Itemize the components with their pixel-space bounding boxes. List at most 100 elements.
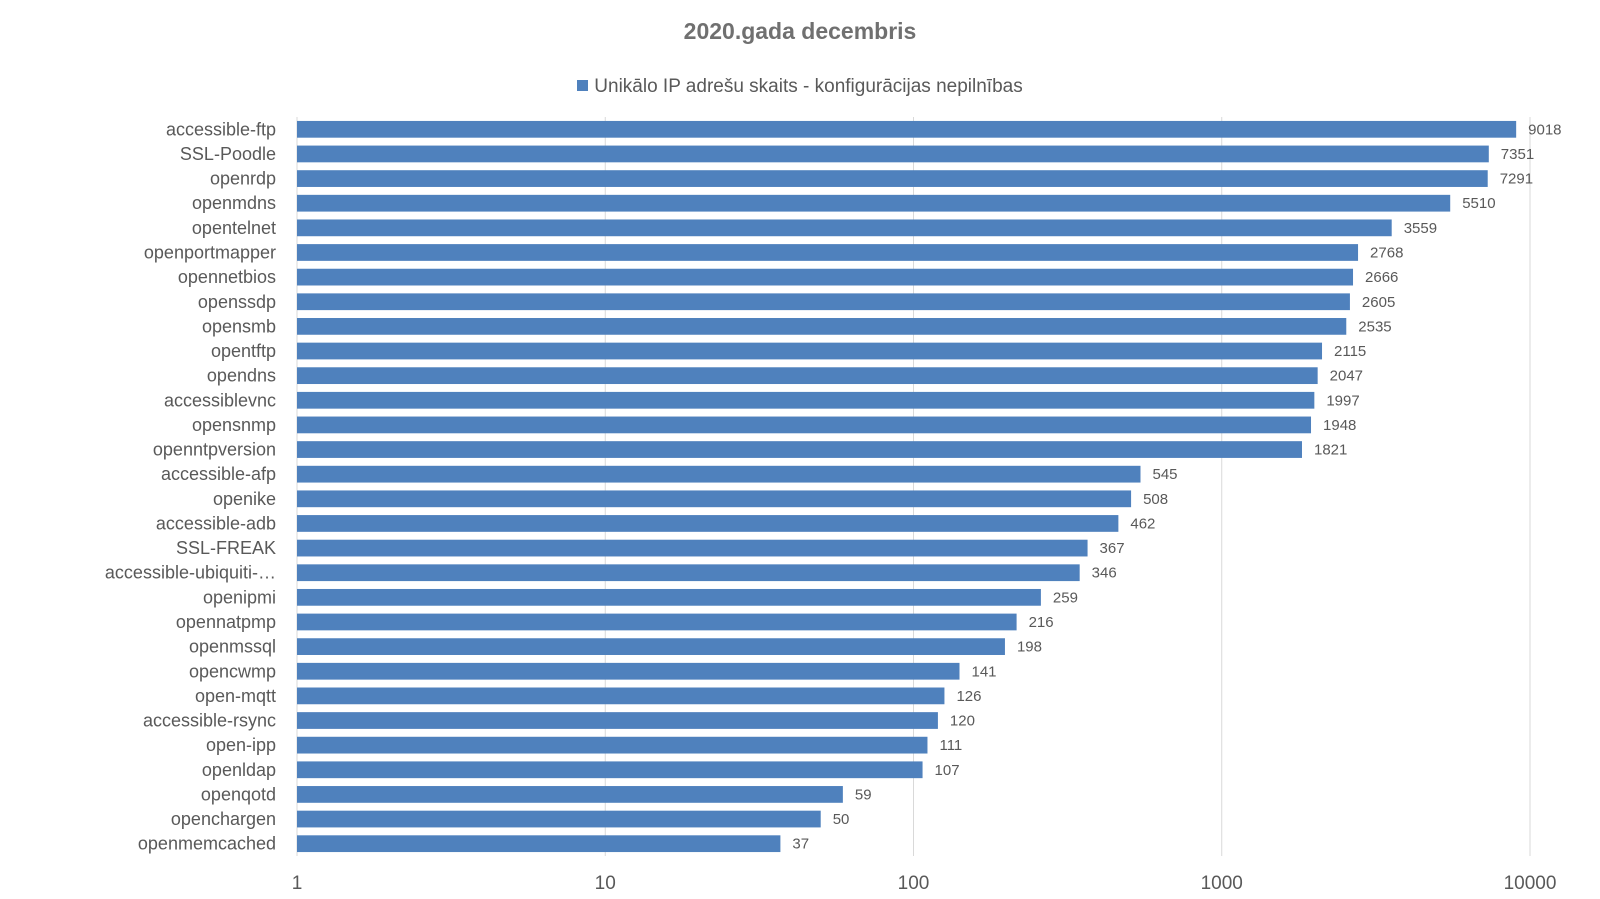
category-label: open-mqtt <box>195 686 276 706</box>
category-label: openmssql <box>189 637 276 657</box>
bar <box>297 515 1119 532</box>
data-label: 59 <box>855 786 872 803</box>
category-label: openipmi <box>203 587 276 607</box>
data-label: 508 <box>1143 491 1168 508</box>
x-tick-label: 1000 <box>1201 873 1243 894</box>
data-label: 2115 <box>1334 343 1366 360</box>
bar <box>297 662 960 680</box>
bar <box>297 219 1392 237</box>
x-axis-tick-labels: 1 10 100 1000 10000 <box>292 873 1557 894</box>
data-label: 1948 <box>1323 417 1356 434</box>
data-label: 37 <box>792 836 809 853</box>
data-label: 2047 <box>1330 368 1363 385</box>
bars <box>297 120 1517 853</box>
bar <box>297 244 1359 261</box>
category-label: accessible-adb <box>156 513 276 533</box>
data-label: 2768 <box>1370 244 1403 261</box>
bar <box>297 490 1132 508</box>
data-label: 198 <box>1017 639 1042 656</box>
category-label: openntpversion <box>153 440 276 460</box>
data-label: 9018 <box>1528 121 1561 138</box>
legend-label: Unikālo IP adrešu skaits - konfigurācija… <box>594 76 1023 97</box>
bar <box>297 145 1489 163</box>
category-label: openchargen <box>171 809 276 829</box>
data-label: 216 <box>1029 614 1054 631</box>
category-label: opencwmp <box>189 661 276 681</box>
data-label: 120 <box>950 713 975 730</box>
bar <box>297 367 1318 385</box>
category-label: openrdp <box>210 169 276 189</box>
bar <box>297 786 843 803</box>
data-label: 126 <box>956 688 981 705</box>
category-label: opennatpmp <box>176 612 276 632</box>
legend-swatch <box>577 80 589 91</box>
bar <box>297 416 1312 434</box>
category-label: SSL-Poodle <box>180 144 276 164</box>
category-label: accessible-afp <box>161 464 276 484</box>
category-label: opendns <box>207 366 276 386</box>
bar <box>297 638 1005 655</box>
category-label: accessible-ftp <box>166 119 276 139</box>
data-label: 5510 <box>1462 195 1495 212</box>
bar <box>297 120 1517 138</box>
bar <box>297 465 1141 483</box>
x-tick-label: 10 <box>595 873 616 894</box>
bar <box>297 736 928 754</box>
bar <box>297 293 1350 311</box>
data-label: 141 <box>971 663 996 680</box>
data-label: 107 <box>935 762 960 779</box>
x-tick-label: 10000 <box>1504 873 1557 894</box>
category-label: openmemcached <box>138 834 276 854</box>
category-label: SSL-FREAK <box>176 538 276 558</box>
category-label: accessible-ubiquiti-… <box>105 563 276 583</box>
data-label: 7291 <box>1500 171 1533 188</box>
category-label: openportmapper <box>144 242 276 262</box>
data-label: 50 <box>833 811 850 828</box>
category-label: opentelnet <box>192 218 276 238</box>
category-label: accessiblevnc <box>164 390 276 410</box>
bar <box>297 761 923 779</box>
category-label: openldap <box>202 760 276 780</box>
data-label: 462 <box>1130 515 1155 532</box>
bar <box>297 564 1080 582</box>
chart-title: 2020.gada decembris <box>683 18 917 44</box>
bar <box>297 835 781 853</box>
bar <box>297 539 1088 557</box>
data-label: 7351 <box>1501 146 1534 163</box>
category-label: open-ipp <box>206 735 276 755</box>
bar <box>297 170 1488 187</box>
bar <box>297 194 1451 212</box>
category-label: opennetbios <box>178 267 276 287</box>
data-label: 259 <box>1053 589 1078 606</box>
category-label: opensmb <box>202 316 276 336</box>
category-label: openqotd <box>201 784 276 804</box>
data-label: 3559 <box>1404 220 1437 237</box>
category-label: openmdns <box>192 193 276 213</box>
data-label: 1821 <box>1314 442 1347 459</box>
data-label: 1997 <box>1326 392 1359 409</box>
category-labels: accessible-ftp SSL-Poodle openrdp openmdns o… <box>105 119 276 853</box>
data-label: 367 <box>1100 540 1125 557</box>
category-label: opensnmp <box>192 415 276 435</box>
category-label: accessible-rsync <box>143 711 276 731</box>
bar <box>297 318 1347 335</box>
bar <box>297 712 938 729</box>
bar <box>297 687 945 705</box>
data-label: 2666 <box>1365 269 1398 286</box>
x-tick-label: 1 <box>292 873 303 894</box>
data-label: 346 <box>1092 565 1117 582</box>
bar <box>297 588 1041 606</box>
bar <box>297 810 821 828</box>
bar <box>297 391 1315 409</box>
legend: Unikālo IP adrešu skaits - konfigurācija… <box>0 76 1600 98</box>
bar <box>297 268 1354 286</box>
category-label: openike <box>213 489 276 509</box>
gridlines <box>296 117 1531 856</box>
bar <box>297 441 1302 458</box>
category-label: openssdp <box>198 292 276 312</box>
data-label: 545 <box>1152 466 1177 483</box>
x-tick-label: 100 <box>898 873 930 894</box>
data-label: 111 <box>939 737 962 754</box>
